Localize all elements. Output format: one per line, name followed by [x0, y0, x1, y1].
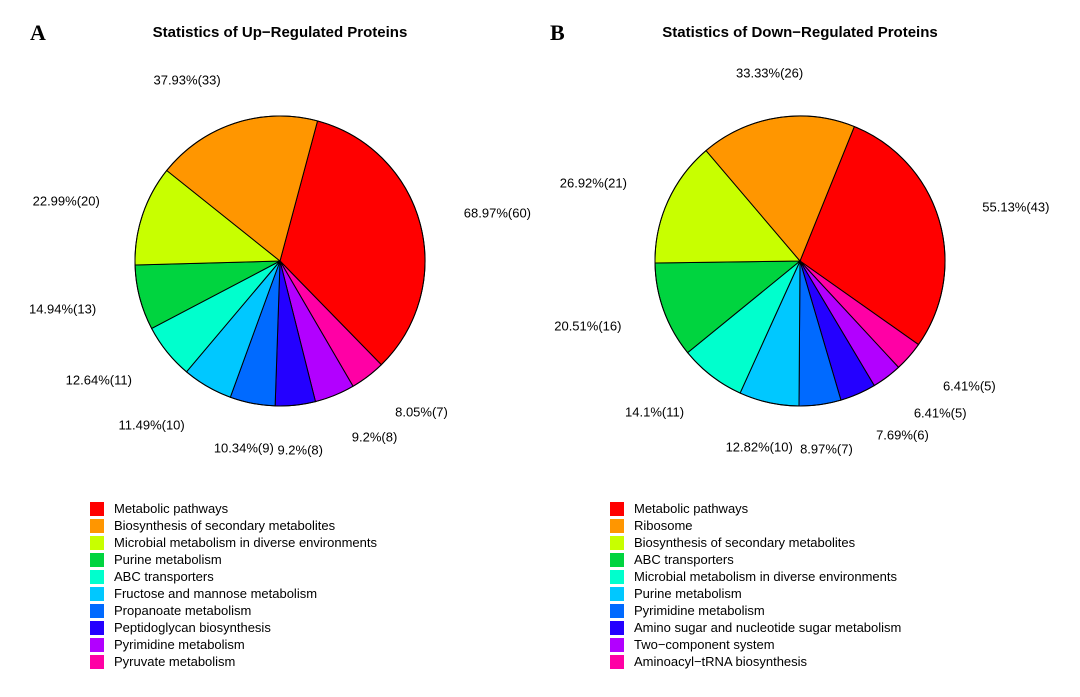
slice-label: 8.97%(7) [800, 442, 853, 457]
legend-text: ABC transporters [114, 569, 214, 584]
legend-item: Purine metabolism [90, 552, 530, 567]
panel-letter-b: B [550, 20, 565, 46]
slice-label: 7.69%(6) [876, 428, 929, 443]
legend-text: Pyrimidine metabolism [634, 603, 765, 618]
panel-title-a: Statistics of Up−Regulated Proteins [30, 24, 530, 41]
legend-swatch [610, 536, 624, 550]
legend-text: Pyrimidine metabolism [114, 637, 245, 652]
slice-label: 14.1%(11) [625, 404, 684, 419]
legend-text: Biosynthesis of secondary metabolites [634, 535, 855, 550]
legend-text: Aminoacyl−tRNA biosynthesis [634, 654, 807, 669]
legend-item: Ribosome [610, 518, 1050, 533]
legend-text: Two−component system [634, 637, 775, 652]
legend-swatch [610, 638, 624, 652]
legend-item: Metabolic pathways [90, 501, 530, 516]
panel-a: A Statistics of Up−Regulated Proteins 68… [30, 20, 530, 671]
slice-label: 20.51%(16) [554, 318, 621, 333]
slice-label: 6.41%(5) [914, 406, 967, 421]
legend-item: Propanoate metabolism [90, 603, 530, 618]
legend-text: Microbial metabolism in diverse environm… [634, 569, 897, 584]
legend-a: Metabolic pathways Biosynthesis of second… [90, 501, 530, 669]
figure-row: A Statistics of Up−Regulated Proteins 68… [30, 20, 1050, 671]
panel-b: B Statistics of Down−Regulated Proteins … [550, 20, 1050, 671]
slice-label: 9.2%(8) [352, 429, 398, 444]
legend-swatch [90, 587, 104, 601]
legend-item: ABC transporters [610, 552, 1050, 567]
legend-text: Purine metabolism [634, 586, 742, 601]
legend-swatch [90, 519, 104, 533]
legend-item: Fructose and mannose metabolism [90, 586, 530, 601]
slice-label: 22.99%(20) [33, 193, 100, 208]
legend-swatch [90, 536, 104, 550]
legend-text: Metabolic pathways [114, 501, 228, 516]
legend-swatch [90, 655, 104, 669]
legend-text: Microbial metabolism in diverse environm… [114, 535, 377, 550]
legend-item: Pyrimidine metabolism [90, 637, 530, 652]
legend-swatch [610, 519, 624, 533]
legend-text: Biosynthesis of secondary metabolites [114, 518, 335, 533]
legend-item: Aminoacyl−tRNA biosynthesis [610, 654, 1050, 669]
slice-label: 14.94%(13) [29, 302, 96, 317]
legend-item: Amino sugar and nucleotide sugar metabol… [610, 620, 1050, 635]
legend-text: ABC transporters [634, 552, 734, 567]
legend-item: ABC transporters [90, 569, 530, 584]
legend-text: Pyruvate metabolism [114, 654, 235, 669]
legend-item: Biosynthesis of secondary metabolites [610, 535, 1050, 550]
slice-label: 55.13%(43) [982, 200, 1049, 215]
slice-label: 11.49%(10) [119, 418, 185, 433]
slice-label: 10.34%(9) [214, 440, 274, 455]
slice-label: 26.92%(21) [560, 175, 627, 190]
legend-text: Ribosome [634, 518, 693, 533]
legend-swatch [90, 604, 104, 618]
slice-label: 6.41%(5) [943, 379, 996, 394]
slice-label: 12.82%(10) [726, 439, 793, 454]
legend-text: Metabolic pathways [634, 501, 748, 516]
legend-item: Pyruvate metabolism [90, 654, 530, 669]
legend-text: Fructose and mannose metabolism [114, 586, 317, 601]
legend-swatch [610, 570, 624, 584]
legend-swatch [90, 553, 104, 567]
legend-item: Microbial metabolism in diverse environm… [610, 569, 1050, 584]
legend-swatch [610, 621, 624, 635]
slice-label: 68.97%(60) [464, 205, 531, 220]
panel-letter-a: A [30, 20, 46, 46]
legend-swatch [610, 553, 624, 567]
legend-swatch [610, 604, 624, 618]
legend-swatch [90, 638, 104, 652]
legend-item: Microbial metabolism in diverse environm… [90, 535, 530, 550]
legend-swatch [610, 655, 624, 669]
slice-label: 37.93%(33) [153, 73, 220, 88]
pie-svg [30, 51, 530, 471]
legend-text: Peptidoglycan biosynthesis [114, 620, 271, 635]
legend-item: Biosynthesis of secondary metabolites [90, 518, 530, 533]
legend-text: Purine metabolism [114, 552, 222, 567]
slice-label: 9.2%(8) [277, 442, 323, 457]
legend-swatch [90, 570, 104, 584]
pie-chart-a: 68.97%(60)8.05%(7)9.2%(8)9.2%(8)10.34%(9… [30, 51, 530, 471]
legend-item: Pyrimidine metabolism [610, 603, 1050, 618]
legend-item: Two−component system [610, 637, 1050, 652]
legend-text: Propanoate metabolism [114, 603, 251, 618]
legend-item: Metabolic pathways [610, 501, 1050, 516]
pie-chart-b: 55.13%(43) 6.41%(5) 6.41%(5) 7.69%(6) 8.97%(… [550, 51, 1050, 471]
slice-label: 12.64%(11) [66, 373, 132, 388]
legend-text: Amino sugar and nucleotide sugar metabol… [634, 620, 901, 635]
legend-swatch [610, 502, 624, 516]
legend-swatch [90, 502, 104, 516]
legend-b: Metabolic pathways Ribosome Biosynthesis o… [610, 501, 1050, 669]
legend-swatch [610, 587, 624, 601]
legend-item: Purine metabolism [610, 586, 1050, 601]
slice-label: 8.05%(7) [395, 405, 448, 420]
slice-label: 33.33%(26) [736, 66, 803, 81]
legend-item: Peptidoglycan biosynthesis [90, 620, 530, 635]
panel-title-b: Statistics of Down−Regulated Proteins [550, 24, 1050, 41]
legend-swatch [90, 621, 104, 635]
